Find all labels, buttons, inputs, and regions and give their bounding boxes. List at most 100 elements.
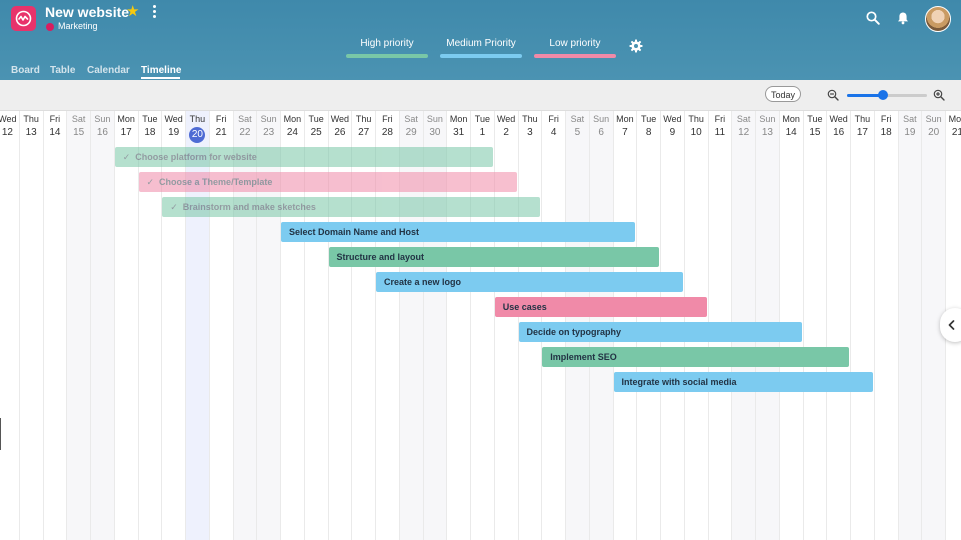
project-title[interactable]: New website: [45, 4, 130, 20]
day-column: Mon 31: [446, 111, 470, 540]
user-avatar[interactable]: [925, 6, 951, 32]
bell-icon[interactable]: [896, 11, 910, 25]
day-number: 18: [144, 127, 156, 138]
legend-label: Low priority: [549, 38, 601, 49]
more-options-icon[interactable]: [150, 5, 160, 19]
day-number: 14: [785, 127, 797, 138]
day-number: 19: [168, 127, 180, 138]
day-column: Sun 16: [90, 111, 114, 540]
collapse-panel-button[interactable]: [940, 308, 961, 342]
day-name: Wed: [829, 114, 848, 124]
task-label: Integrate with social media: [621, 377, 737, 387]
task-label: Choose platform for website: [135, 152, 257, 162]
legend-medium-priority[interactable]: Medium Priority: [440, 37, 522, 58]
gear-icon[interactable]: [629, 39, 643, 53]
day-name: Sun: [759, 114, 776, 124]
day-number: 20: [928, 127, 940, 138]
task-label: Implement SEO: [550, 352, 617, 362]
task-bar[interactable]: Implement SEO: [542, 347, 849, 367]
day-number: 24: [286, 127, 298, 138]
day-number: 16: [96, 127, 108, 138]
day-name: Fri: [548, 114, 559, 124]
day-column: Mon 17: [113, 111, 138, 540]
scroll-edge-marker: [0, 418, 1, 450]
day-column: Wed 19: [161, 111, 185, 540]
zoom-slider-fill: [847, 94, 883, 97]
legend-low-priority[interactable]: Low priority: [534, 37, 616, 58]
legend-high-priority[interactable]: High priority: [346, 37, 428, 58]
day-column: Tue 15: [802, 111, 827, 540]
day-name: Sat: [736, 114, 751, 124]
zoom-out-icon[interactable]: [827, 89, 839, 101]
app-logo[interactable]: [11, 6, 36, 31]
day-number: 28: [381, 127, 393, 138]
day-column: Wed 16: [826, 111, 850, 540]
day-column: Fri 21: [208, 111, 233, 540]
tab-calendar[interactable]: Calendar: [87, 65, 130, 76]
day-name: Mon: [782, 114, 800, 124]
task-label: Select Domain Name and Host: [289, 227, 420, 237]
day-column: Sun 23: [256, 111, 280, 540]
day-name: Sun: [593, 114, 610, 124]
day-name: Fri: [49, 114, 61, 124]
day-number: 13: [25, 127, 37, 138]
day-number: 25: [310, 127, 322, 138]
day-name: Sun: [94, 114, 111, 124]
day-number: 21: [951, 127, 961, 138]
day-name: Mon: [948, 114, 961, 124]
day-name: Thu: [189, 114, 206, 124]
task-bar[interactable]: Create a new logo: [376, 272, 683, 292]
zoom-slider-handle[interactable]: [878, 90, 888, 100]
day-column: Thu 3: [517, 111, 542, 540]
day-number: 7: [622, 127, 628, 138]
zoom-slider[interactable]: [847, 90, 927, 100]
active-tab-indicator: [141, 77, 180, 79]
zoom-in-icon[interactable]: [933, 89, 945, 101]
day-number: 9: [669, 127, 676, 138]
tab-table[interactable]: Table: [50, 65, 76, 76]
day-name: Sat: [903, 114, 917, 124]
day-number: 15: [809, 127, 821, 138]
day-column: Sat 15: [66, 111, 90, 540]
task-bar[interactable]: Use cases: [494, 297, 707, 317]
task-bar[interactable]: Integrate with social media: [613, 372, 873, 392]
legend-swatch: [346, 54, 428, 58]
today-date-badge: 20: [186, 127, 209, 143]
tab-board[interactable]: Board: [11, 65, 40, 76]
tab-timeline[interactable]: Timeline: [141, 65, 182, 76]
day-number: 12: [1, 127, 13, 138]
day-number: 30: [429, 127, 441, 138]
day-number: 27: [358, 127, 370, 138]
search-icon[interactable]: [866, 11, 880, 25]
day-number: 26: [334, 127, 346, 138]
day-name: Sat: [71, 114, 86, 124]
task-bar[interactable]: ✓ Choose platform for website: [114, 147, 493, 167]
day-name: Wed: [0, 114, 17, 124]
day-number: 31: [453, 127, 465, 138]
task-bar[interactable]: ✓ Choose a Theme/Template: [138, 172, 517, 192]
day-column: Sat 22: [232, 111, 257, 540]
day-number: 15: [73, 127, 85, 138]
workspace-color-dot: [46, 23, 54, 31]
favorite-star-icon[interactable]: ★: [126, 3, 140, 20]
day-name: Wed: [330, 114, 350, 124]
task-bar[interactable]: ✓ Brainstorm and make sketches: [162, 197, 541, 217]
day-number: 14: [49, 127, 61, 138]
task-bar[interactable]: Select Domain Name and Host: [281, 222, 636, 242]
day-number: 16: [833, 127, 845, 138]
day-column: Mon 24: [280, 111, 304, 540]
task-label: Choose a Theme/Template: [159, 177, 273, 187]
task-bar[interactable]: Structure and layout: [328, 247, 659, 267]
check-icon: ✓: [146, 177, 155, 187]
day-name: Tue: [641, 114, 657, 124]
day-column: Sun 20: [921, 111, 945, 540]
today-button[interactable]: Today: [765, 86, 801, 102]
day-number: 2: [503, 127, 509, 138]
day-column: Thu 17: [850, 111, 874, 540]
day-number: 21: [215, 127, 227, 138]
day-name: Tue: [142, 114, 158, 124]
day-name: Sun: [260, 114, 277, 124]
task-bar[interactable]: Decide on typography: [518, 322, 802, 342]
day-column: Sun 30: [422, 111, 447, 540]
workspace-name[interactable]: Marketing: [58, 21, 98, 31]
